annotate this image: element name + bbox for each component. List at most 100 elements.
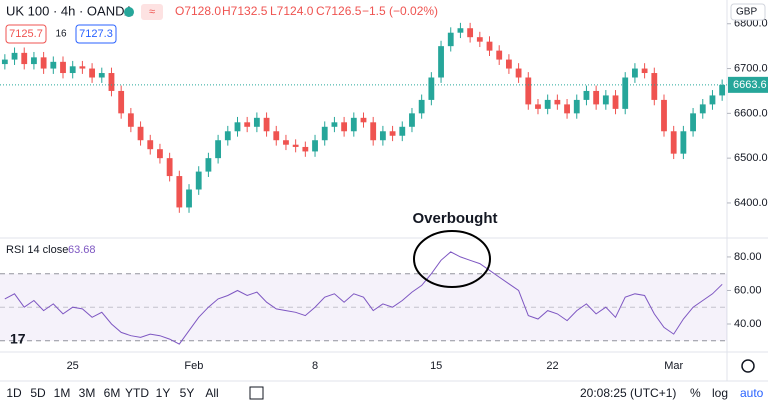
y-tick-label: 40.00 <box>734 318 762 330</box>
rsi-header: RSI 14 close 63.68 <box>6 244 96 256</box>
candle-body <box>622 77 629 109</box>
candle-body <box>244 122 251 127</box>
candle-body <box>234 122 241 132</box>
candle-body <box>263 117 270 132</box>
y-tick-label: 80.00 <box>734 251 762 263</box>
rsi-line <box>4 251 723 345</box>
candle-body <box>535 104 541 109</box>
candle-body <box>554 99 561 105</box>
last-price-box <box>728 76 768 93</box>
plot: 6400.0 6500.0 6600.0 6700.0 6800.0 6663.6 25 Fe… <box>0 18 768 372</box>
logo-mark: 17 <box>10 331 26 347</box>
candle-body <box>496 50 503 60</box>
log-toggle[interactable]: log <box>712 386 728 400</box>
candle-body <box>573 99 580 114</box>
annotation-circle <box>413 230 491 288</box>
candle-body <box>428 77 435 100</box>
candle-body <box>583 90 590 100</box>
currency-button[interactable] <box>730 3 766 21</box>
buy-price: 7127.3 <box>79 28 113 40</box>
symbol: UK 100 · 4h · OANDA <box>6 3 133 18</box>
flag-glyph: ≈ <box>149 6 155 18</box>
range-button[interactable]: 1Y <box>156 386 171 400</box>
range-button[interactable]: 1D <box>6 386 22 400</box>
range-button[interactable]: All <box>205 386 218 400</box>
candle-body <box>40 57 47 69</box>
candle-body <box>486 41 493 51</box>
settings[interactable] <box>741 359 755 373</box>
candle-body <box>302 146 309 152</box>
x-tick-label: 8 <box>312 360 318 372</box>
clock: 20:08:25 (UTC+1) <box>580 386 676 400</box>
candle-body <box>418 99 425 114</box>
ohlc-change: −1.5 (−0.02%) <box>362 4 438 18</box>
y-tick-label: 6600.0 <box>734 107 768 119</box>
candle-body <box>89 68 95 78</box>
logo: 17 <box>10 331 26 347</box>
candle-body <box>709 95 716 105</box>
sell-button[interactable] <box>5 24 47 44</box>
y-tick-label: 6700.0 <box>734 62 768 74</box>
candle-body <box>505 59 512 69</box>
x-tick-label: 15 <box>430 360 442 372</box>
candle-body <box>389 131 396 136</box>
annotation: Overbought <box>413 210 498 227</box>
candle-body <box>273 131 280 141</box>
date-range-icon[interactable] <box>249 386 264 400</box>
candle-body <box>186 189 192 208</box>
candle-body <box>292 144 299 147</box>
candle-body <box>118 90 125 114</box>
candle-body <box>360 117 367 123</box>
candle-body <box>438 46 444 78</box>
range-button[interactable]: 3M <box>79 386 96 400</box>
ohlc-close: C7126.5 <box>316 4 362 18</box>
range-button[interactable]: 1M <box>54 386 71 400</box>
candle-body <box>350 117 357 132</box>
ohlc-low: L7124.0 <box>270 4 314 18</box>
candle-body <box>399 126 406 136</box>
ohlc-high: H7132.5 <box>222 4 268 18</box>
x-tick-label: 22 <box>546 360 558 372</box>
flag-icon[interactable] <box>141 4 163 20</box>
candle-body <box>224 131 231 141</box>
buy-button[interactable] <box>75 24 117 44</box>
candle-body <box>137 126 144 141</box>
candle-body <box>50 61 57 69</box>
header: UK 100 · 4h · OANDA ≈ O7128.0 H7132.5 L7… <box>5 3 766 44</box>
ohlc-open: O7128.0 <box>175 4 221 18</box>
candle-body <box>515 68 522 78</box>
rsi-title: RSI 14 close <box>6 244 68 256</box>
candle-body <box>205 158 212 172</box>
last-price-label: 6663.6 <box>733 79 767 91</box>
candle-body <box>312 140 318 152</box>
candle-body <box>166 158 173 177</box>
candle-body <box>79 66 86 69</box>
candle-body <box>476 37 483 42</box>
auto-toggle[interactable]: auto <box>740 386 764 400</box>
settings-icon[interactable] <box>741 359 755 373</box>
candle-body <box>321 126 328 141</box>
candle-body <box>602 95 609 105</box>
currency: GBP <box>736 7 757 18</box>
range-button[interactable]: 5D <box>30 386 46 400</box>
candle-body <box>331 122 338 127</box>
candle-body <box>108 73 115 91</box>
y-tick-label: 6400.0 <box>734 197 768 209</box>
candle-body <box>157 149 163 159</box>
candle-body <box>641 68 648 74</box>
range-button[interactable]: 5Y <box>180 386 195 400</box>
candle-body <box>409 113 415 127</box>
rsi-value: 63.68 <box>68 244 96 256</box>
candle-body <box>564 104 570 114</box>
range-button[interactable]: 6M <box>104 386 121 400</box>
candle-body <box>544 99 551 109</box>
candle-body <box>457 28 464 33</box>
candle-body <box>147 140 154 150</box>
range-button[interactable]: YTD <box>125 386 149 400</box>
y-tick-label: 60.00 <box>734 284 762 296</box>
x-tick-label: Mar <box>664 360 683 372</box>
percent-toggle[interactable]: % <box>690 386 701 400</box>
